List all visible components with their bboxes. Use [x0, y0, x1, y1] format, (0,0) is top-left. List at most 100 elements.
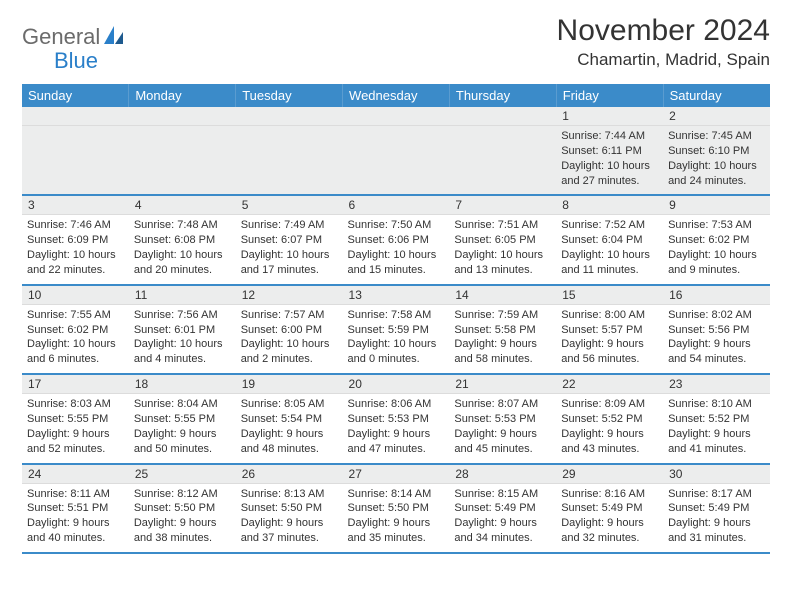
day-dl1: Daylight: 9 hours — [561, 427, 658, 442]
day-cell-body — [129, 126, 236, 184]
day-dl2: and 31 minutes. — [668, 531, 765, 546]
day-sunrise: Sunrise: 7:59 AM — [454, 308, 551, 323]
day-dl2: and 15 minutes. — [348, 263, 445, 278]
day-sunrise: Sunrise: 8:02 AM — [668, 308, 765, 323]
day-cell-body: Sunrise: 7:49 AMSunset: 6:07 PMDaylight:… — [236, 215, 343, 283]
day-sunset: Sunset: 6:02 PM — [668, 233, 765, 248]
calendar-day-cell: 3Sunrise: 7:46 AMSunset: 6:09 PMDaylight… — [22, 195, 129, 284]
day-dl1: Daylight: 10 hours — [241, 337, 338, 352]
day-dl2: and 52 minutes. — [27, 442, 124, 457]
calendar-day-cell — [343, 107, 450, 195]
day-dl2: and 40 minutes. — [27, 531, 124, 546]
day-dl1: Daylight: 9 hours — [241, 427, 338, 442]
day-number: 8 — [556, 196, 663, 215]
day-sunset: Sunset: 5:53 PM — [348, 412, 445, 427]
day-sunrise: Sunrise: 8:15 AM — [454, 487, 551, 502]
day-sunrise: Sunrise: 8:09 AM — [561, 397, 658, 412]
day-sunset: Sunset: 6:07 PM — [241, 233, 338, 248]
day-dl1: Daylight: 9 hours — [454, 427, 551, 442]
day-number: 25 — [129, 465, 236, 484]
day-number: 27 — [343, 465, 450, 484]
calendar-day-cell: 18Sunrise: 8:04 AMSunset: 5:55 PMDayligh… — [129, 374, 236, 463]
day-cell-body — [22, 126, 129, 184]
day-sunset: Sunset: 5:59 PM — [348, 323, 445, 338]
calendar-page: General November 2024 Chamartin, Madrid,… — [0, 0, 792, 564]
day-dl1: Daylight: 9 hours — [27, 516, 124, 531]
calendar-day-cell: 30Sunrise: 8:17 AMSunset: 5:49 PMDayligh… — [663, 464, 770, 553]
day-dl2: and 54 minutes. — [668, 352, 765, 367]
calendar-day-cell: 13Sunrise: 7:58 AMSunset: 5:59 PMDayligh… — [343, 285, 450, 374]
day-dl1: Daylight: 10 hours — [561, 159, 658, 174]
day-dl2: and 20 minutes. — [134, 263, 231, 278]
day-sunset: Sunset: 6:10 PM — [668, 144, 765, 159]
day-sunrise: Sunrise: 8:17 AM — [668, 487, 765, 502]
day-label-sat: Saturday — [663, 84, 770, 107]
day-cell-body: Sunrise: 8:03 AMSunset: 5:55 PMDaylight:… — [22, 394, 129, 462]
day-dl2: and 58 minutes. — [454, 352, 551, 367]
day-label-tue: Tuesday — [236, 84, 343, 107]
day-number: 13 — [343, 286, 450, 305]
day-cell-body — [449, 126, 556, 184]
day-dl2: and 24 minutes. — [668, 174, 765, 189]
day-sunset: Sunset: 6:00 PM — [241, 323, 338, 338]
day-dl1: Daylight: 9 hours — [27, 427, 124, 442]
day-dl2: and 11 minutes. — [561, 263, 658, 278]
day-number: 17 — [22, 375, 129, 394]
day-cell-body: Sunrise: 7:53 AMSunset: 6:02 PMDaylight:… — [663, 215, 770, 283]
day-sunset: Sunset: 6:01 PM — [134, 323, 231, 338]
day-number: 11 — [129, 286, 236, 305]
day-sunset: Sunset: 6:06 PM — [348, 233, 445, 248]
day-label-thu: Thursday — [449, 84, 556, 107]
calendar-day-cell: 1Sunrise: 7:44 AMSunset: 6:11 PMDaylight… — [556, 107, 663, 195]
day-sunrise: Sunrise: 7:50 AM — [348, 218, 445, 233]
day-cell-body: Sunrise: 7:52 AMSunset: 6:04 PMDaylight:… — [556, 215, 663, 283]
day-label-mon: Monday — [129, 84, 236, 107]
day-number-bar — [343, 107, 450, 126]
day-sunrise: Sunrise: 8:03 AM — [27, 397, 124, 412]
calendar-day-cell: 14Sunrise: 7:59 AMSunset: 5:58 PMDayligh… — [449, 285, 556, 374]
day-dl1: Daylight: 9 hours — [561, 337, 658, 352]
day-number: 16 — [663, 286, 770, 305]
day-number: 6 — [343, 196, 450, 215]
calendar-day-cell: 16Sunrise: 8:02 AMSunset: 5:56 PMDayligh… — [663, 285, 770, 374]
day-dl1: Daylight: 10 hours — [27, 248, 124, 263]
day-label-sun: Sunday — [22, 84, 129, 107]
day-number: 14 — [449, 286, 556, 305]
day-number: 12 — [236, 286, 343, 305]
day-number: 21 — [449, 375, 556, 394]
day-cell-body: Sunrise: 7:59 AMSunset: 5:58 PMDaylight:… — [449, 305, 556, 373]
day-dl1: Daylight: 10 hours — [27, 337, 124, 352]
calendar-day-cell — [129, 107, 236, 195]
day-label-wed: Wednesday — [343, 84, 450, 107]
day-sunset: Sunset: 5:52 PM — [561, 412, 658, 427]
day-sunrise: Sunrise: 7:45 AM — [668, 129, 765, 144]
day-cell-body: Sunrise: 8:00 AMSunset: 5:57 PMDaylight:… — [556, 305, 663, 373]
day-dl1: Daylight: 9 hours — [134, 427, 231, 442]
day-sunset: Sunset: 5:49 PM — [454, 501, 551, 516]
day-number: 26 — [236, 465, 343, 484]
calendar-day-cell — [449, 107, 556, 195]
day-sunset: Sunset: 6:09 PM — [27, 233, 124, 248]
day-cell-body: Sunrise: 7:46 AMSunset: 6:09 PMDaylight:… — [22, 215, 129, 283]
calendar-day-cell: 20Sunrise: 8:06 AMSunset: 5:53 PMDayligh… — [343, 374, 450, 463]
day-dl2: and 9 minutes. — [668, 263, 765, 278]
calendar-day-cell: 28Sunrise: 8:15 AMSunset: 5:49 PMDayligh… — [449, 464, 556, 553]
day-number: 2 — [663, 107, 770, 126]
calendar-week-row: 3Sunrise: 7:46 AMSunset: 6:09 PMDaylight… — [22, 195, 770, 284]
logo-text-blue: Blue — [22, 48, 98, 73]
logo-sail-icon — [103, 25, 125, 50]
day-sunrise: Sunrise: 8:12 AM — [134, 487, 231, 502]
day-number: 20 — [343, 375, 450, 394]
day-number: 19 — [236, 375, 343, 394]
day-sunset: Sunset: 5:53 PM — [454, 412, 551, 427]
day-sunrise: Sunrise: 7:49 AM — [241, 218, 338, 233]
day-cell-body — [343, 126, 450, 184]
day-dl2: and 4 minutes. — [134, 352, 231, 367]
day-cell-body: Sunrise: 7:57 AMSunset: 6:00 PMDaylight:… — [236, 305, 343, 373]
day-dl1: Daylight: 9 hours — [668, 516, 765, 531]
calendar-day-cell: 5Sunrise: 7:49 AMSunset: 6:07 PMDaylight… — [236, 195, 343, 284]
day-dl1: Daylight: 9 hours — [561, 516, 658, 531]
day-sunset: Sunset: 6:11 PM — [561, 144, 658, 159]
calendar-day-cell: 9Sunrise: 7:53 AMSunset: 6:02 PMDaylight… — [663, 195, 770, 284]
day-dl2: and 56 minutes. — [561, 352, 658, 367]
